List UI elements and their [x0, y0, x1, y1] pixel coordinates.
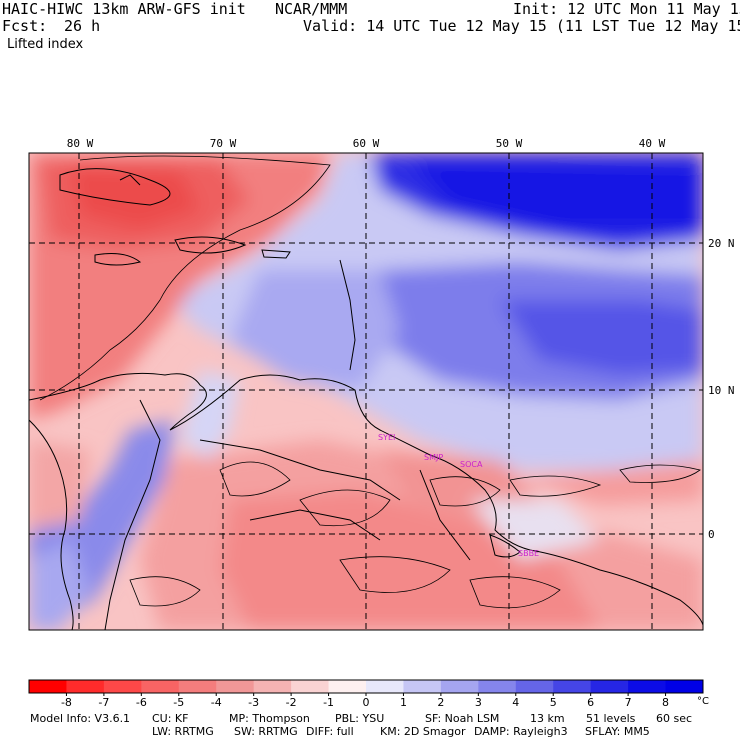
colorbar-tick-label: 1 — [400, 696, 407, 709]
diff-scheme: DIFF: full — [306, 725, 354, 738]
model-title: HAIC-HIWC 13km ARW-GFS init — [2, 0, 246, 18]
lat-lon-grid — [29, 153, 703, 630]
colorbar-tick-label: -7 — [98, 696, 109, 709]
colorbar-segment — [403, 680, 442, 693]
colorbar-tick-label: 3 — [475, 696, 482, 709]
cu-scheme: CU: KF — [152, 712, 189, 725]
colorbar-ticks: -8 -7 -6 -5 -4 -3 -2 -1 0 1 2 3 4 5 6 7 8 — [61, 693, 669, 709]
lat-label-20n: 20 N — [708, 237, 735, 250]
colorbar-tick-label: -3 — [248, 696, 259, 709]
levels: 51 levels — [586, 712, 636, 725]
colorbar-segment — [178, 680, 217, 693]
resolution: 13 km — [530, 712, 565, 725]
colorbar-tick-label: 5 — [550, 696, 557, 709]
colorbar-tick-label: 2 — [437, 696, 444, 709]
forecast-label: Fcst: — [2, 17, 48, 35]
colorbar-segment — [553, 680, 592, 693]
colorbar-segment — [141, 680, 180, 693]
valid-time: Valid: 14 UTC Tue 12 May 15 (11 LST Tue … — [303, 17, 740, 35]
colorbar-segment — [328, 680, 367, 693]
colorbar-tick-label: 4 — [512, 696, 519, 709]
lon-label-80w: 80 W — [67, 137, 94, 150]
lifted-index-field — [29, 153, 703, 630]
sf-scheme: SF: Noah LSM — [425, 712, 500, 725]
colorbar-segment — [216, 680, 255, 693]
sflay-scheme: SFLAY: MM5 — [585, 725, 650, 738]
damp-scheme: DAMP: Rayleigh3 — [474, 725, 568, 738]
colorbar-segment — [29, 680, 67, 693]
lon-label-40w: 40 W — [639, 137, 666, 150]
colorbar-tick-label: -2 — [286, 696, 297, 709]
colorbar-segment — [665, 680, 704, 693]
timestep: 60 sec — [656, 712, 693, 725]
lon-label-50w: 50 W — [496, 137, 523, 150]
station-label: SYEI — [378, 433, 395, 442]
colorbar-segment — [253, 680, 292, 693]
colorbar-segment — [366, 680, 404, 693]
lat-label-10n: 10 N — [708, 384, 735, 397]
km-scheme: KM: 2D Smagor — [380, 725, 466, 738]
colorbar-segment — [628, 680, 667, 693]
colorbar-tick-label: -8 — [61, 696, 72, 709]
pbl-scheme: PBL: YSU — [335, 712, 385, 725]
colorbar-tick-label: 6 — [587, 696, 594, 709]
lw-scheme: LW: RRTMG — [152, 725, 214, 738]
field-name: Lifted index — [7, 37, 84, 52]
colorbar-segment — [440, 680, 479, 693]
mp-scheme: MP: Thompson — [229, 712, 310, 725]
colorbar-tick-label: 8 — [662, 696, 669, 709]
colorbar-tick-label: 7 — [625, 696, 632, 709]
colorbar — [29, 680, 704, 693]
colorbar-tick-label: -5 — [173, 696, 184, 709]
colorbar-segment — [291, 680, 330, 693]
colorbar-tick-label: 0 — [363, 696, 370, 709]
model-info: Model Info: V3.6.1 — [30, 712, 131, 725]
organization: NCAR/MMM — [275, 0, 348, 18]
colorbar-segment — [103, 680, 142, 693]
lat-label-0: 0 — [708, 528, 715, 541]
lon-label-70w: 70 W — [210, 137, 237, 150]
station-label: SBBE — [518, 549, 539, 558]
colorbar-tick-label: -1 — [323, 696, 334, 709]
colorbar-segment — [66, 680, 105, 693]
colorbar-segment — [590, 680, 629, 693]
lon-label-60w: 60 W — [353, 137, 380, 150]
colorbar-segment — [478, 680, 517, 693]
init-time: Init: 12 UTC Mon 11 May 15 — [513, 0, 740, 18]
forecast-hours: 26 h — [64, 17, 101, 35]
plot-frame — [28, 152, 704, 631]
colorbar-tick-label: -4 — [211, 696, 222, 709]
colorbar-tick-label: -6 — [136, 696, 147, 709]
sw-scheme: SW: RRTMG — [234, 725, 298, 738]
station-label: SMJP — [424, 453, 443, 462]
station-label: SOCA — [460, 460, 483, 469]
colorbar-segment — [515, 680, 554, 693]
colorbar-unit: °C — [697, 696, 709, 707]
